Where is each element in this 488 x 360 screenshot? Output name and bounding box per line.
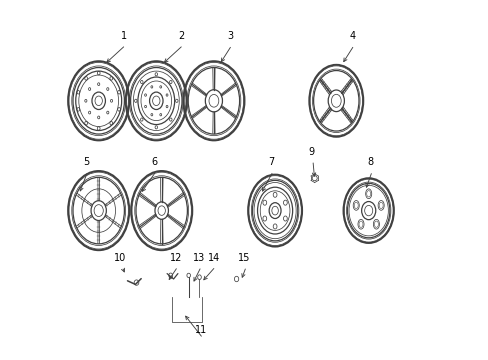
Text: 7: 7 [268, 157, 274, 167]
Text: 11: 11 [195, 325, 207, 335]
Text: 13: 13 [193, 253, 205, 263]
Text: 8: 8 [366, 157, 373, 167]
Text: 4: 4 [349, 31, 355, 41]
Text: 9: 9 [307, 147, 313, 157]
Text: 12: 12 [169, 253, 182, 263]
Text: 6: 6 [151, 157, 157, 167]
Text: 14: 14 [207, 253, 220, 263]
Text: 1: 1 [121, 31, 127, 41]
Text: 2: 2 [178, 31, 184, 41]
Text: 15: 15 [238, 253, 250, 263]
Text: 3: 3 [226, 31, 233, 41]
Text: 10: 10 [114, 253, 126, 263]
Text: 5: 5 [83, 157, 89, 167]
